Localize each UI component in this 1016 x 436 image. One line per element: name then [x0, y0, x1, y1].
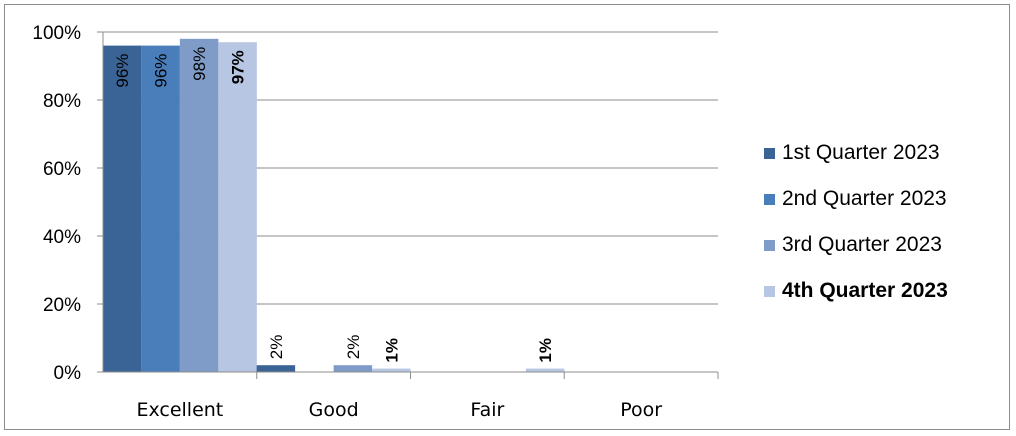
legend-entry[interactable]: 4th Quarter 2023 [782, 279, 948, 302]
x-category-label: Fair [470, 399, 504, 421]
y-tick-label: 0% [54, 363, 82, 384]
bar [256, 365, 296, 372]
legend-swatch [764, 240, 775, 251]
legend-swatch [764, 148, 775, 159]
bar [179, 38, 219, 373]
y-tick-label: 100% [32, 23, 81, 44]
data-label: 2% [267, 335, 286, 360]
bars [102, 38, 565, 373]
x-category-label: Poor [620, 399, 662, 421]
x-axis: Excellent Good Fair Poor [103, 371, 719, 421]
bar [372, 368, 411, 372]
y-axis: 0% 20% 40% 60% 80% 100% [32, 23, 104, 384]
data-label: 1% [382, 338, 401, 363]
data-label: 2% [344, 335, 363, 360]
y-tick-label: 80% [43, 91, 81, 112]
legend-swatch [764, 194, 775, 205]
y-tick-label: 20% [43, 295, 81, 316]
y-tick-label: 60% [43, 159, 81, 180]
x-category-label: Good [309, 399, 359, 421]
y-tick-label: 40% [43, 227, 81, 248]
data-label: 97% [229, 50, 248, 84]
bar [525, 368, 565, 372]
bar [218, 42, 257, 372]
data-label: 96% [113, 54, 132, 88]
bar [141, 45, 180, 372]
legend-entry[interactable]: 2nd Quarter 2023 [782, 187, 947, 210]
bar [333, 365, 373, 372]
legend-swatch [764, 286, 775, 297]
data-label: 98% [190, 47, 209, 81]
legend-entry[interactable]: 3rd Quarter 2023 [782, 233, 942, 256]
legend-entry[interactable]: 1st Quarter 2023 [782, 141, 940, 164]
data-labels: 96% 96% 98% 97% 2% 2% 1% 1% [113, 47, 555, 363]
bar [102, 45, 142, 372]
data-label: 1% [536, 338, 555, 363]
legend[interactable]: 1st Quarter 2023 2nd Quarter 2023 3rd Quar… [764, 141, 948, 302]
x-category-label: Excellent [136, 399, 223, 421]
data-label: 96% [152, 54, 171, 88]
